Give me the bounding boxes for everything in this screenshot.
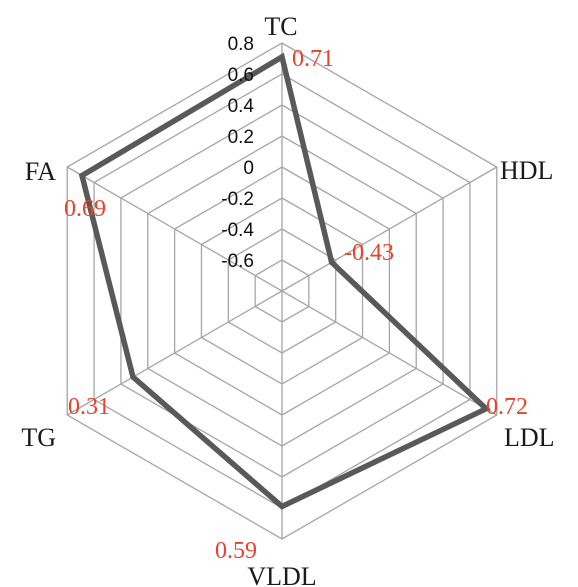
radar-data-labels: 0.71 -0.43 0.72 0.59 0.31 0.69 — [64, 46, 528, 564]
series-point-fa — [79, 172, 85, 179]
series-point-tc — [279, 54, 285, 60]
radar-axis-labels: TC HDL LDL VLDL TG FA — [21, 12, 554, 587]
radar-tick-labels: 0.8 0.6 0.4 0.2 0 -0.2 -0.4 -0.6 — [221, 34, 254, 272]
spoke-tg — [66, 290, 283, 416]
tick-label: 0 — [243, 158, 254, 179]
tick-label: 0.8 — [228, 34, 254, 55]
radar-spokes — [66, 43, 498, 539]
tick-label: 0.4 — [228, 96, 255, 117]
series-point-vldl — [279, 503, 285, 510]
series-point-tg — [130, 374, 136, 380]
spoke-fa — [66, 166, 283, 292]
tick-label: -0.4 — [221, 220, 254, 241]
data-label-vldl: 0.59 — [215, 538, 257, 564]
data-label-hdl: -0.43 — [344, 240, 394, 266]
data-label-ldl: 0.72 — [486, 394, 528, 420]
axis-label-ldl: LDL — [504, 423, 555, 452]
tick-label: 0.2 — [228, 127, 254, 148]
axis-label-vldl: VLDL — [247, 562, 316, 587]
data-label-tg: 0.31 — [68, 394, 110, 420]
spoke-hdl — [281, 166, 498, 292]
axis-label-tg: TG — [21, 423, 56, 452]
series-point-ldl — [483, 406, 489, 412]
series-line-0 — [78, 52, 491, 510]
tick-label: -0.2 — [221, 189, 254, 210]
axis-label-tc: TC — [264, 12, 297, 41]
tick-label: 0.6 — [228, 65, 254, 86]
radar-series — [78, 52, 491, 510]
series-point-hdl — [328, 259, 335, 266]
axis-label-hdl: HDL — [500, 156, 553, 185]
data-label-tc: 0.71 — [292, 46, 334, 72]
tick-label: -0.6 — [221, 251, 254, 272]
data-label-fa: 0.69 — [64, 196, 106, 222]
axis-label-fa: FA — [25, 157, 57, 186]
spoke-ldl — [281, 290, 498, 416]
